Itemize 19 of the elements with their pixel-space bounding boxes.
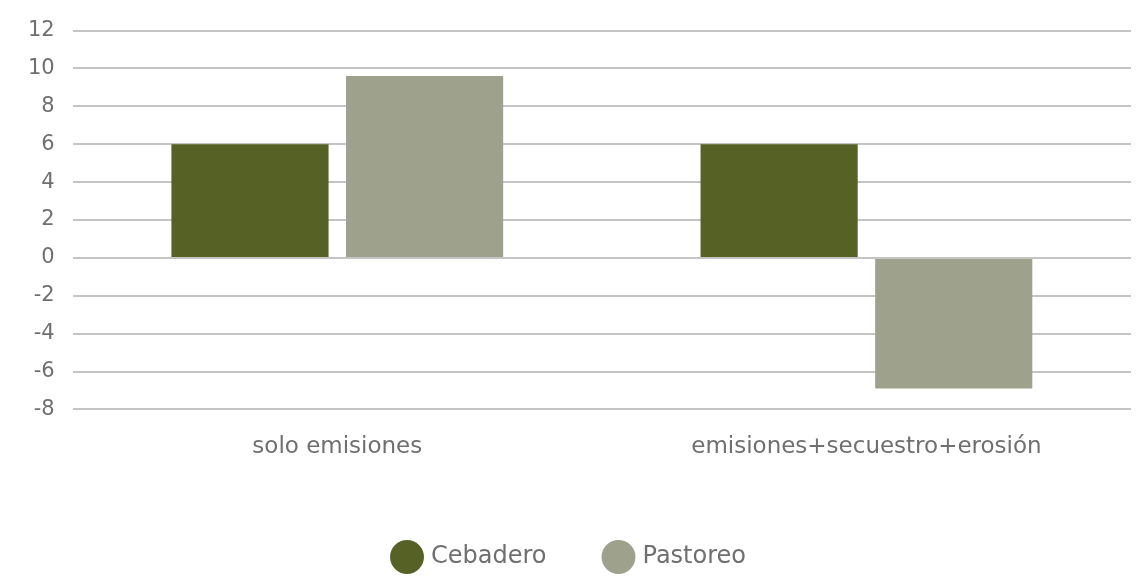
y-tick-label: 6 [41, 130, 55, 155]
y-tick-label: -2 [33, 282, 55, 307]
y-tick-label: -4 [33, 320, 55, 345]
y-tick-label: 8 [41, 92, 55, 117]
y-tick-label: -8 [33, 395, 55, 420]
x-tick-label: solo emisiones [252, 432, 423, 459]
y-tick-label: 4 [41, 168, 55, 193]
bar [346, 76, 504, 257]
y-tick-label: 10 [27, 54, 55, 79]
x-tick-label: emisiones+secuestro+erosión [691, 432, 1042, 459]
bar [700, 144, 858, 257]
y-tick-label: 2 [41, 206, 55, 231]
y-tick-label: -6 [33, 357, 55, 382]
bar [875, 258, 1033, 389]
legend-label: Cebadero [431, 541, 547, 570]
bar [171, 144, 329, 257]
y-tick-label: 0 [41, 244, 55, 269]
legend-label: Pastoreo [642, 541, 746, 570]
y-tick-label: 12 [27, 17, 55, 42]
